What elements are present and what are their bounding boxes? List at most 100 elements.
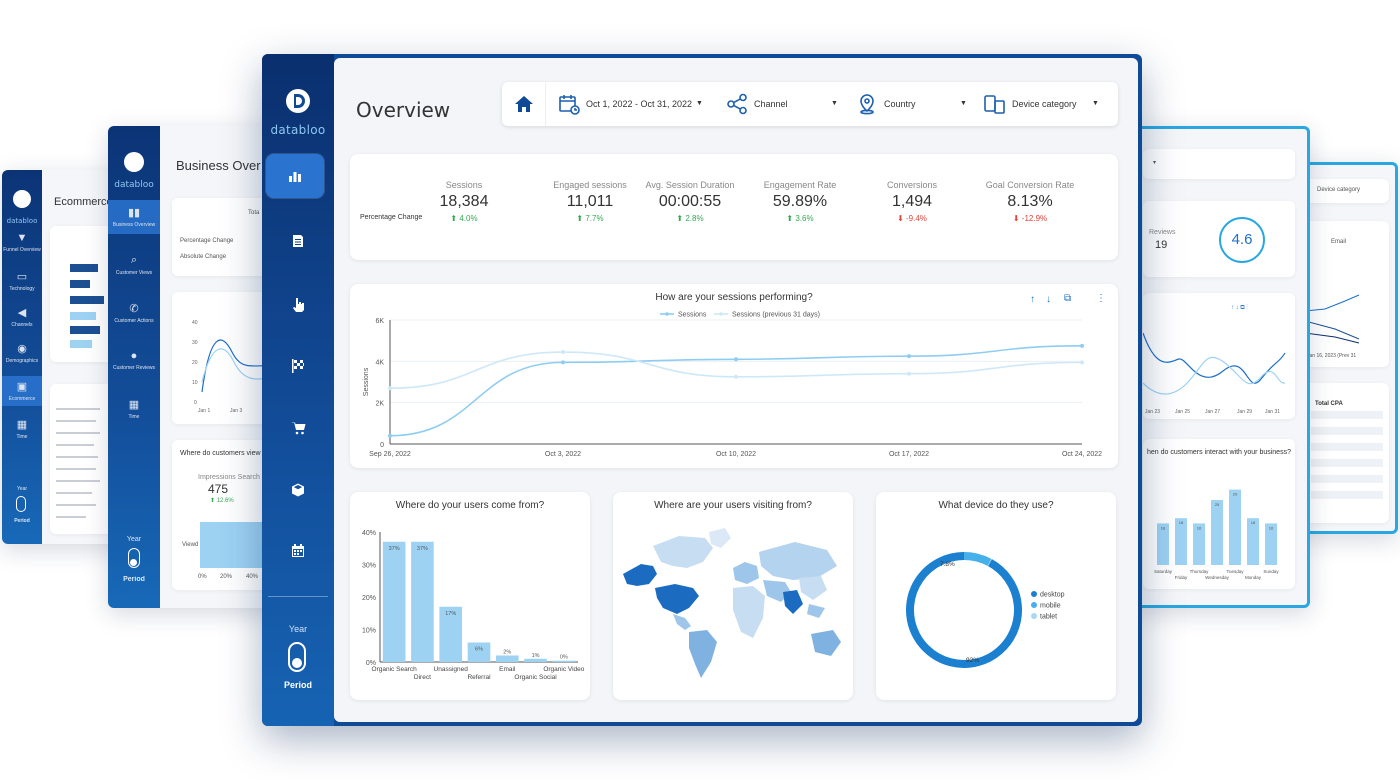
logo-text: databloo xyxy=(6,217,38,225)
sidebar-item-ecommerce[interactable] xyxy=(262,406,334,450)
bar-chart-icon xyxy=(289,172,301,182)
rating-value: 4.6 xyxy=(1231,231,1253,248)
location-pin-icon xyxy=(860,94,874,115)
device-caret-icon[interactable]: ▼ xyxy=(1092,100,1099,107)
device-category-value: Device category xyxy=(1012,99,1077,109)
sidebar-item-label: Customer Views xyxy=(115,270,153,276)
kpi-change-value: 3.6% xyxy=(795,214,814,223)
x-tick: Oct 3, 2022 xyxy=(545,451,581,458)
data-label: 1% xyxy=(532,653,540,659)
export-icon[interactable]: ⧉ xyxy=(1064,293,1072,304)
kpi-value: 18,384 xyxy=(439,193,489,210)
device-category-filter[interactable]: Device category xyxy=(984,82,1077,126)
y-tick: 10 xyxy=(192,380,198,386)
rating-ring: 4.6 xyxy=(1219,217,1265,263)
traffic-sources-panel: Where do your users come from? 0% 10% 20% 3… xyxy=(350,492,590,700)
sidebar-item-business-overview[interactable]: ▮▮ Business Overview xyxy=(108,200,160,234)
sidebar-item-goals[interactable] xyxy=(262,344,334,388)
toggle-knob xyxy=(292,658,302,668)
sidebar-item-tap[interactable] xyxy=(262,282,334,326)
sort-ascending-icon[interactable]: ↑ xyxy=(1030,294,1035,305)
cart-icon: ▣ xyxy=(16,381,28,393)
bar xyxy=(1211,500,1223,565)
region-greenland xyxy=(709,528,731,548)
sidebar-item-label: Customer Reviews xyxy=(113,365,155,371)
data-label: 18 xyxy=(1179,520,1184,525)
data-label: 7.8% xyxy=(940,561,955,568)
logo-text: databloo xyxy=(270,123,326,137)
date-range-filter[interactable]: Oct 1, 2022 - Oct 31, 2022 xyxy=(558,82,692,126)
period-toggle[interactable] xyxy=(128,548,140,568)
data-label: 37% xyxy=(389,546,400,552)
sidebar-item-ecommerce[interactable]: ▣ Ecommerce xyxy=(2,376,42,406)
sort-descending-icon[interactable]: ↓ xyxy=(1046,294,1051,305)
kpi-value: 19 xyxy=(1155,239,1168,251)
channel-value: Channel xyxy=(754,99,788,109)
device-filter[interactable]: Device category xyxy=(1305,179,1389,203)
country-value: Country xyxy=(884,99,916,109)
bar xyxy=(382,541,406,662)
traffic-sources-bar-chart: 0% 10% 20% 30% 40% 37% Organic Search 37% Direct… xyxy=(362,530,585,681)
search-icon: ⌕ xyxy=(130,254,138,266)
data-label: 6% xyxy=(475,647,483,653)
impressions-line xyxy=(201,339,278,393)
home-button[interactable] xyxy=(502,82,546,126)
region-russia xyxy=(759,542,837,580)
cpa-table-panel: Total CPA xyxy=(1305,383,1389,523)
sidebar-item-technology[interactable]: ▭ Technology xyxy=(2,270,42,292)
sidebar-item-document[interactable] xyxy=(262,219,334,263)
region-europe xyxy=(733,562,759,584)
data-label: 16 xyxy=(1269,525,1274,530)
device-donut-chart: 7.8% 92% desktop mobile tablet xyxy=(906,552,1065,668)
period-label: Period xyxy=(283,680,312,690)
series-line xyxy=(1142,332,1286,384)
channel-caret-icon[interactable]: ▼ xyxy=(831,100,838,107)
sidebar-item-channels[interactable]: ◀ Channels xyxy=(2,306,42,328)
row-label: Absolute Change xyxy=(180,254,227,260)
share-nodes-icon xyxy=(727,93,747,115)
arrow-up-icon: ⬆ xyxy=(676,214,684,223)
legend-label: mobile xyxy=(1040,603,1061,610)
kpi-change-value: -9.4% xyxy=(906,214,927,223)
sidebar-item-time[interactable]: ▦ Time xyxy=(2,418,42,440)
bar xyxy=(524,658,547,662)
channel-filter[interactable]: Channel xyxy=(726,82,788,126)
logo: databloo xyxy=(108,152,160,191)
sidebar-item-overview[interactable] xyxy=(266,154,324,198)
bar-chart-icon: ▮▮ xyxy=(127,207,141,219)
data-label: 16 xyxy=(1161,525,1166,530)
period-text: Period xyxy=(14,518,30,524)
arrow-up-icon: ⬆ xyxy=(450,214,458,223)
more-options-icon[interactable]: ⋮ xyxy=(1096,293,1106,304)
chart-controls[interactable]: ↑ ↓ ⧉ ⋮ xyxy=(1231,305,1248,311)
sidebar-item-customer-views[interactable]: ⌕ Customer Views xyxy=(108,254,160,276)
country-caret-icon[interactable]: ▼ xyxy=(960,100,967,107)
sidebar-item-label: Business Overview xyxy=(112,222,156,228)
logo-mark-icon xyxy=(286,89,310,113)
sidebar-item-label: Time xyxy=(16,434,28,440)
y-tick: 4K xyxy=(375,359,384,366)
sidebar-item-customer-actions[interactable]: ✆ Customer Actions xyxy=(108,302,160,324)
country-filter[interactable]: Country xyxy=(856,82,916,126)
email-line-chart xyxy=(1304,294,1360,344)
date-caret-icon[interactable]: ▼ xyxy=(696,100,703,107)
table-header: Total CPA xyxy=(1315,401,1343,407)
y-tick: 6K xyxy=(375,318,384,325)
period-toggle[interactable] xyxy=(288,642,306,672)
sidebar-item-customer-reviews[interactable]: ● Customer Reviews xyxy=(108,350,160,371)
sidebar-item-time[interactable] xyxy=(262,529,334,573)
sidebar-item-products[interactable] xyxy=(262,468,334,512)
sidebar-item-funnel[interactable]: ▼ Funnel Overview xyxy=(2,232,42,253)
year-label: Year xyxy=(2,486,42,492)
kpi-change-value: 4.0% xyxy=(459,214,478,223)
cpa-table-rows xyxy=(1311,411,1383,499)
page-title: Ecommerce xyxy=(54,196,113,208)
sidebar-item-demographics[interactable]: ◉ Demographics xyxy=(2,342,42,364)
bar xyxy=(1229,489,1241,565)
caret-icon[interactable]: ▾ xyxy=(1153,160,1157,166)
x-tick: Organic Search xyxy=(372,666,418,673)
sidebar-item-time[interactable]: ▦ Time xyxy=(108,398,160,420)
reviews-report-card: ▾ Reviews 19 4.6 ↑ ↓ ⧉ ⋮ Jan 23 Jan 25 J… xyxy=(1134,126,1310,608)
period-toggle[interactable] xyxy=(16,496,26,512)
